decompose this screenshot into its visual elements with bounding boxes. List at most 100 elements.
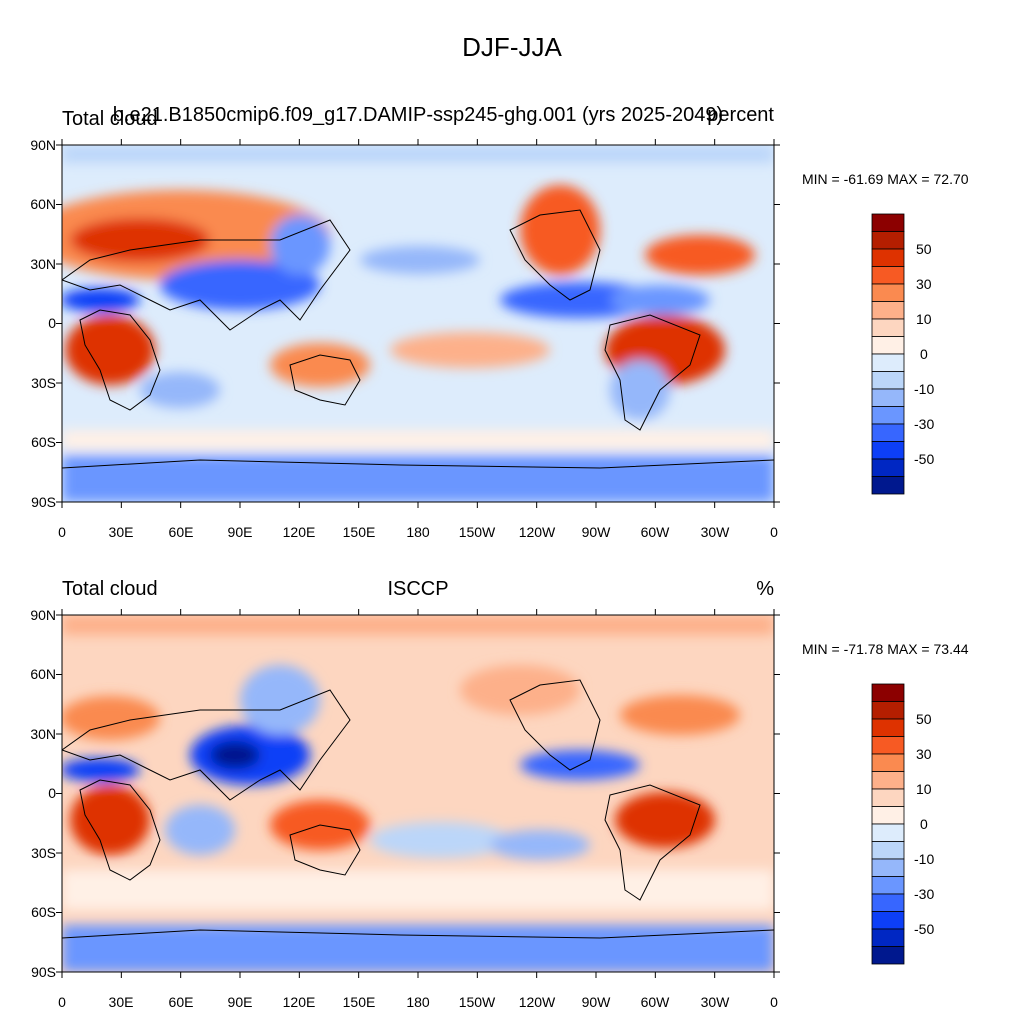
lon-tick-label: 150E	[342, 994, 376, 1010]
colorbar-box	[871, 441, 905, 460]
panel-center-title: b.e21.B1850cmip6.f09_g17.DAMIP-ssp245-gh…	[112, 104, 724, 126]
lon-tick-label: 90W	[581, 524, 611, 540]
coastlines	[62, 209, 774, 469]
colorbar-label: 30	[916, 276, 932, 292]
colorbar-label: -30	[914, 886, 935, 902]
lon-tick-label: 30W	[700, 994, 730, 1010]
colorbar-label: 0	[920, 816, 928, 832]
colorbar-box	[871, 683, 905, 702]
colorbar-label: -50	[914, 451, 935, 467]
lon-tick-label: 150W	[458, 994, 496, 1010]
lon-tick-label: 30W	[700, 524, 730, 540]
lon-tick-label: 30E	[108, 994, 134, 1010]
lat-tick-label: 30S	[31, 375, 56, 391]
min-max-readout: MIN = -71.78 MAX = 73.44	[802, 641, 969, 657]
lat-tick-label: 30S	[31, 845, 56, 861]
lon-tick-label: 150W	[458, 524, 496, 540]
colorbar	[871, 213, 905, 495]
colorbar-box	[871, 823, 905, 842]
colorbar-box	[871, 301, 905, 320]
colorbar-box	[871, 458, 905, 477]
lon-tick-label: 30E	[108, 524, 134, 540]
colorbar-box	[871, 753, 905, 772]
lon-tick-label: 180	[406, 994, 430, 1010]
lon-tick-label: 0	[770, 524, 778, 540]
colorbar-box	[871, 771, 905, 790]
colorbar-box	[871, 806, 905, 825]
colorbar-box	[871, 858, 905, 877]
lat-tick-label: 90S	[31, 494, 56, 510]
lon-tick-label: 0	[58, 994, 66, 1010]
lon-tick-label: 60E	[168, 994, 194, 1010]
map-plot	[56, 609, 780, 978]
lat-tick-label: 60S	[31, 434, 56, 450]
lat-tick-label: 0	[48, 315, 56, 331]
colorbar-box	[871, 388, 905, 407]
lon-tick-label: 120W	[518, 524, 556, 540]
colorbar-label: 30	[916, 746, 932, 762]
lon-tick-label: 120W	[518, 994, 556, 1010]
colorbar-box	[871, 318, 905, 337]
figure-title: DJF-JJA	[462, 32, 562, 62]
lat-tick-label: 0	[48, 785, 56, 801]
lon-tick-label: 0	[770, 994, 778, 1010]
panel-right-title: %	[756, 578, 774, 600]
colorbar-box	[871, 371, 905, 390]
min-max-readout: MIN = -61.69 MAX = 72.70	[802, 171, 969, 187]
lat-tick-label: 90N	[30, 607, 56, 623]
colorbar-box	[871, 213, 905, 232]
colorbar-box	[871, 893, 905, 912]
colorbar-box	[871, 718, 905, 737]
panel-right-title: percent	[707, 104, 774, 126]
lon-tick-label: 90W	[581, 994, 611, 1010]
colorbar-label: 0	[920, 346, 928, 362]
colorbar-label: 10	[916, 781, 932, 797]
colorbar-box	[871, 911, 905, 930]
lon-tick-label: 150E	[342, 524, 376, 540]
lon-tick-label: 120E	[282, 524, 316, 540]
colorbar-box	[871, 946, 905, 965]
colorbar-box	[871, 266, 905, 285]
colorbar-box	[871, 406, 905, 425]
colorbar-box	[871, 336, 905, 355]
map-plot	[56, 139, 780, 508]
colorbar-label: -10	[914, 381, 935, 397]
contour-field	[62, 145, 774, 502]
colorbar-box	[871, 876, 905, 895]
colorbar-box	[871, 841, 905, 860]
panel-center-title: ISCCP	[387, 578, 449, 600]
lat-tick-label: 60N	[30, 666, 56, 682]
lon-tick-label: 60E	[168, 524, 194, 540]
lon-tick-label: 90E	[227, 524, 253, 540]
lon-tick-label: 180	[406, 524, 430, 540]
lat-tick-label: 60S	[31, 904, 56, 920]
lat-tick-label: 30N	[30, 256, 56, 272]
colorbar-box	[871, 788, 905, 807]
lon-tick-label: 60W	[640, 994, 670, 1010]
colorbar-box	[871, 476, 905, 495]
panel-left-title: Total cloud	[62, 578, 158, 600]
lat-tick-label: 90S	[31, 964, 56, 980]
colorbar-label: 50	[916, 241, 932, 257]
colorbar	[871, 683, 905, 965]
lat-tick-label: 60N	[30, 196, 56, 212]
colorbar-box	[871, 248, 905, 267]
colorbar-box	[871, 353, 905, 372]
lat-tick-label: 90N	[30, 137, 56, 153]
contour-field	[62, 615, 774, 972]
lon-tick-label: 60W	[640, 524, 670, 540]
colorbar-box	[871, 283, 905, 302]
colorbar-box	[871, 928, 905, 947]
colorbar-box	[871, 423, 905, 442]
lon-tick-label: 90E	[227, 994, 253, 1010]
lon-tick-label: 0	[58, 524, 66, 540]
panel-left-title: Total cloud	[62, 108, 158, 130]
colorbar-box	[871, 701, 905, 720]
coastlines	[62, 679, 774, 939]
colorbar-label: 50	[916, 711, 932, 727]
lon-tick-label: 120E	[282, 994, 316, 1010]
colorbar-label: -30	[914, 416, 935, 432]
lat-tick-label: 30N	[30, 726, 56, 742]
colorbar-box	[871, 231, 905, 250]
colorbar-label: -50	[914, 921, 935, 937]
